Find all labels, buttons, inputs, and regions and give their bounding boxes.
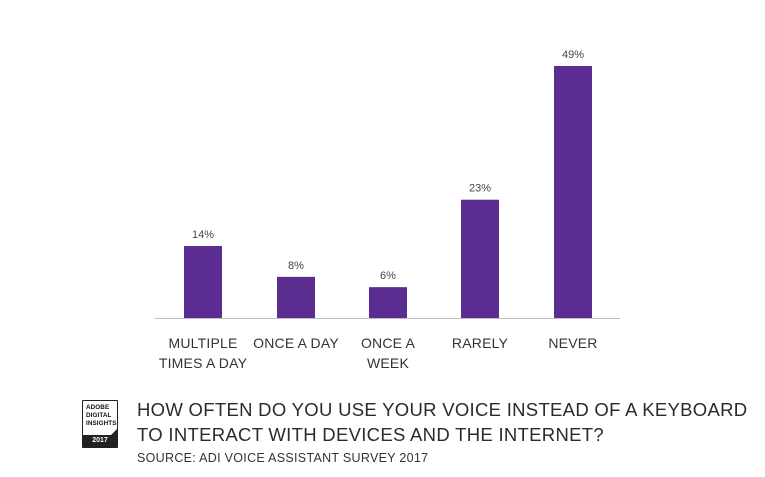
bar [461,199,499,318]
x-tick-label: TIMES A DAY [159,355,248,371]
x-tick-label: RARELY [452,335,509,351]
chart-footer: ADOBE DIGITAL INSIGHTS 2017 HOW OFTEN DO… [82,397,752,467]
bar-value-label: 49% [562,49,584,61]
x-tick-label: WEEK [367,355,409,371]
x-tick-label: NEVER [548,335,597,351]
bar [277,276,315,318]
chart-source: SOURCE: ADI VOICE ASSISTANT SURVEY 2017 [137,451,429,465]
badge-line: DIGITAL [86,412,112,419]
chart-title-line: HOW OFTEN DO YOU USE YOUR VOICE INSTEAD … [137,399,748,420]
bar-chart: 14% 8% 6% 23% 49% MULTIPLE TIMES A DAY ONCE A … [155,49,620,371]
x-tick-labels: MULTIPLE TIMES A DAY ONCE A DAY ONCE A WEEK R… [159,335,598,371]
bar-value-label: 23% [469,183,491,195]
x-tick-label: ONCE A [361,335,416,351]
bar [369,287,407,318]
bar [184,246,222,318]
x-tick-label: MULTIPLE [168,335,237,351]
adobe-digital-insights-logo: ADOBE DIGITAL INSIGHTS 2017 [82,400,118,448]
labels-layer: 14% 8% 6% 23% 49% [192,49,584,282]
chart-title: HOW OFTEN DO YOU USE YOUR VOICE INSTEAD … [137,397,752,447]
badge-year: 2017 [83,435,117,447]
badge-line: ADOBE [86,404,110,411]
bar-value-label: 6% [380,270,396,282]
badge-fold-corner [111,428,118,435]
chart-title-line: TO INTERACT WITH DEVICES AND THE INTERNE… [137,424,604,445]
bar-value-label: 8% [288,260,304,272]
bar-value-label: 14% [192,229,214,241]
x-tick-label: ONCE A DAY [253,335,339,351]
bar [554,66,592,318]
badge-line: INSIGHTS [86,420,117,427]
bars-layer [184,66,592,318]
